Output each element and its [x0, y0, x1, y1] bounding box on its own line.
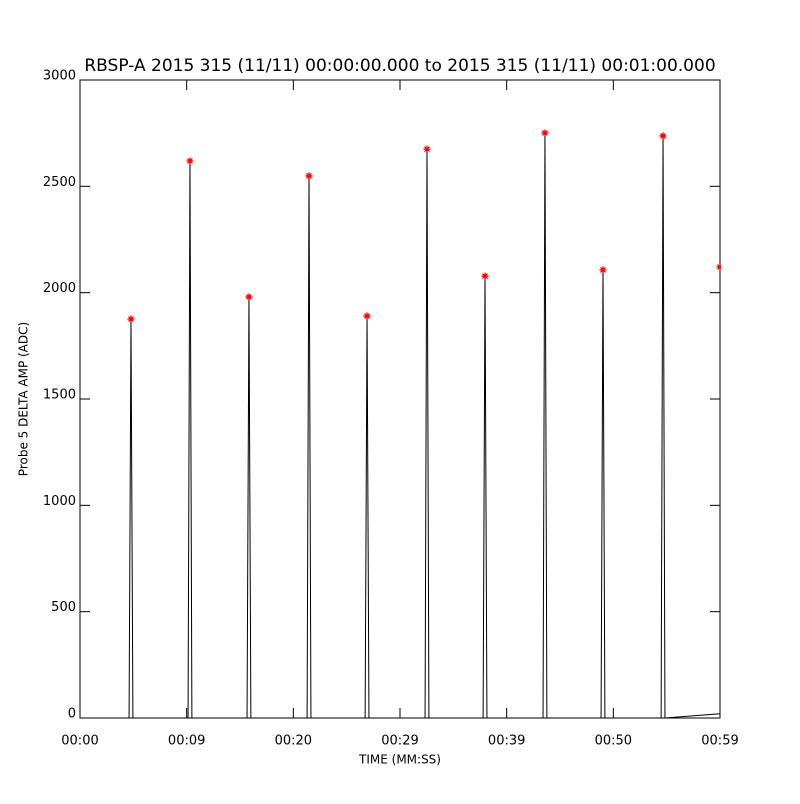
signal-line	[80, 132, 721, 719]
x-tick-label: 00:00	[61, 734, 98, 749]
y-tick-label: 2000	[43, 281, 76, 296]
peak-marker	[245, 293, 253, 301]
y-tick-label: 3000	[43, 69, 76, 84]
y-tick-label: 2500	[43, 175, 76, 190]
peak-marker	[305, 172, 313, 180]
peak-marker	[127, 315, 135, 323]
x-tick-label: 00:20	[275, 734, 312, 749]
plot-area	[80, 129, 721, 719]
peak-marker	[363, 312, 371, 320]
y-tick-label: 0	[68, 707, 76, 722]
plot-frame	[79, 79, 721, 719]
x-tick-label: 00:39	[488, 734, 525, 749]
peak-marker	[541, 129, 549, 137]
peak-marker	[481, 272, 489, 280]
y-tick-label: 1000	[43, 494, 76, 509]
y-tick-label: 1500	[43, 388, 76, 403]
x-tick-label: 00:50	[595, 734, 632, 749]
peak-marker	[599, 266, 607, 274]
x-tick-label: 00:29	[381, 734, 418, 749]
y-tick-label: 500	[51, 600, 76, 615]
x-axis-label: TIME (MM:SS)	[358, 753, 441, 767]
peak-marker	[659, 132, 667, 140]
x-tick-label: 00:09	[168, 734, 205, 749]
x-tick-label: 00:59	[701, 734, 738, 749]
peak-marker	[716, 263, 721, 271]
y-axis-label: Probe 5 DELTA AMP (ADC)	[17, 322, 31, 476]
peak-marker	[423, 145, 431, 153]
peak-marker	[186, 157, 194, 165]
chart-title: RBSP-A 2015 315 (11/11) 00:00:00.000 to …	[84, 56, 715, 76]
